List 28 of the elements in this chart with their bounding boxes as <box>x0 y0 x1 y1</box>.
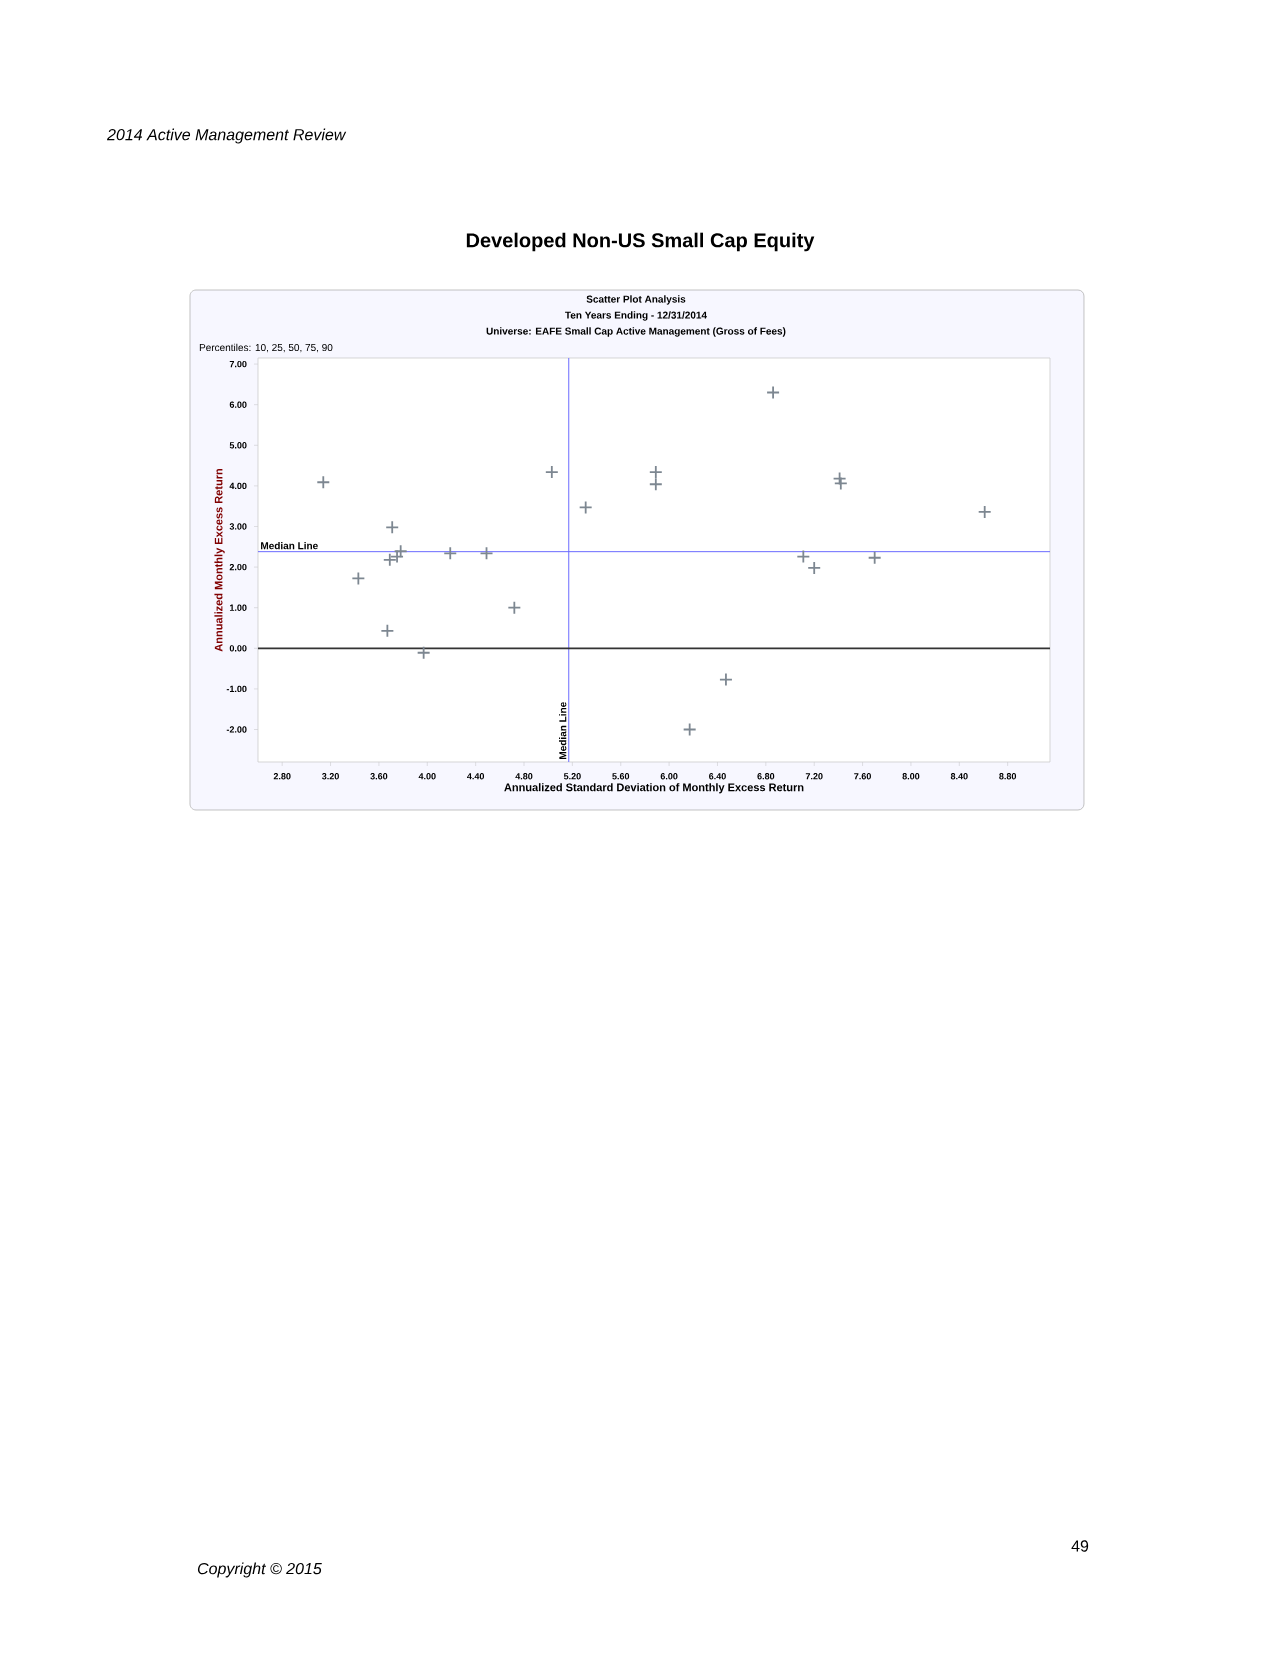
point <box>977 504 992 519</box>
point <box>578 500 593 515</box>
chart-title: Developed Non-US Small Cap Equity <box>466 232 815 252</box>
point <box>393 544 408 559</box>
point <box>479 546 494 561</box>
point <box>682 722 697 737</box>
point <box>316 475 331 490</box>
point <box>832 471 847 486</box>
point <box>416 645 431 660</box>
point <box>351 571 366 586</box>
point <box>648 465 663 479</box>
point <box>719 672 733 687</box>
text: Copyright © 2015 <box>197 1562 322 1578</box>
point <box>796 549 811 564</box>
point <box>766 385 780 400</box>
point <box>833 476 848 491</box>
point <box>390 549 404 564</box>
point <box>807 561 822 575</box>
point <box>544 465 559 479</box>
text: 49 <box>1071 1540 1089 1552</box>
point <box>443 546 458 561</box>
text: 2014 Active Management Review <box>106 128 347 144</box>
point <box>648 477 663 492</box>
point <box>380 623 395 638</box>
point <box>867 550 882 565</box>
point <box>382 552 397 567</box>
point <box>507 600 522 615</box>
point <box>385 520 400 535</box>
